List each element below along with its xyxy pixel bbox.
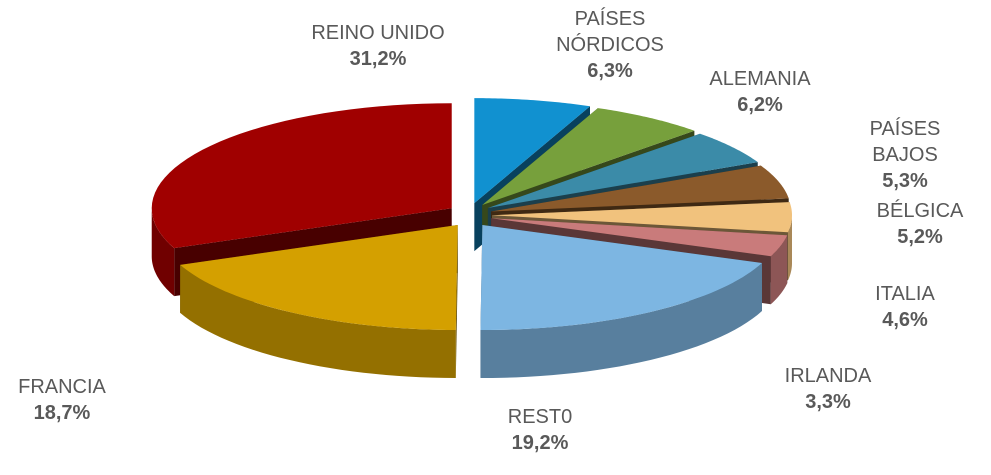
value-label: 18,7% bbox=[33, 402, 91, 424]
slice-wall bbox=[180, 264, 456, 379]
category-label: PAÍSES NÓRDICOS bbox=[556, 8, 664, 56]
slice bbox=[487, 133, 758, 208]
slice bbox=[480, 225, 762, 331]
value-label: 5,2% bbox=[897, 226, 943, 248]
category-label: ITALIA bbox=[875, 283, 935, 305]
slice-wall bbox=[788, 215, 792, 281]
category-label: IRLANDA bbox=[784, 365, 872, 387]
slice-label: ALEMANIA 6,2% bbox=[709, 66, 810, 118]
slice-label: PAÍSES NÓRDICOS 6,3% bbox=[545, 6, 675, 84]
slice bbox=[491, 218, 788, 257]
value-label: 6,3% bbox=[587, 60, 633, 82]
slice-label: BÉLGICA 5,2% bbox=[877, 198, 964, 250]
slice-label: REINO UNIDO 31,2% bbox=[311, 20, 444, 72]
slice-wall bbox=[770, 235, 788, 305]
slice-label: FRANCIA 18,7% bbox=[18, 374, 106, 426]
slice bbox=[491, 202, 792, 233]
category-label: PAÍSES BAJOS bbox=[869, 118, 941, 166]
value-label: 31,2% bbox=[349, 48, 407, 70]
slice bbox=[180, 225, 458, 331]
category-label: REINO UNIDO bbox=[311, 22, 445, 44]
slice-label: REST0 19,2% bbox=[508, 404, 572, 456]
value-label: 19,2% bbox=[511, 432, 569, 454]
slice bbox=[151, 103, 452, 249]
value-label: 5,3% bbox=[882, 170, 928, 192]
slice bbox=[474, 98, 591, 204]
slice-label: PAÍSES BAJOS 5,3% bbox=[862, 116, 948, 194]
slice-label: IRLANDA 3,3% bbox=[785, 363, 872, 415]
slice-wall bbox=[151, 208, 175, 297]
value-label: 3,3% bbox=[805, 391, 851, 413]
value-label: 4,6% bbox=[882, 309, 928, 331]
category-label: ALEMANIA bbox=[709, 68, 811, 90]
slice bbox=[491, 165, 789, 212]
slice-wall bbox=[480, 263, 762, 379]
category-label: BÉLGICA bbox=[876, 200, 964, 222]
slice bbox=[482, 108, 695, 205]
category-label: FRANCIA bbox=[18, 376, 106, 398]
value-label: 6,2% bbox=[737, 94, 783, 116]
slice-label: ITALIA 4,6% bbox=[875, 281, 935, 333]
category-label: REST0 bbox=[507, 406, 573, 428]
